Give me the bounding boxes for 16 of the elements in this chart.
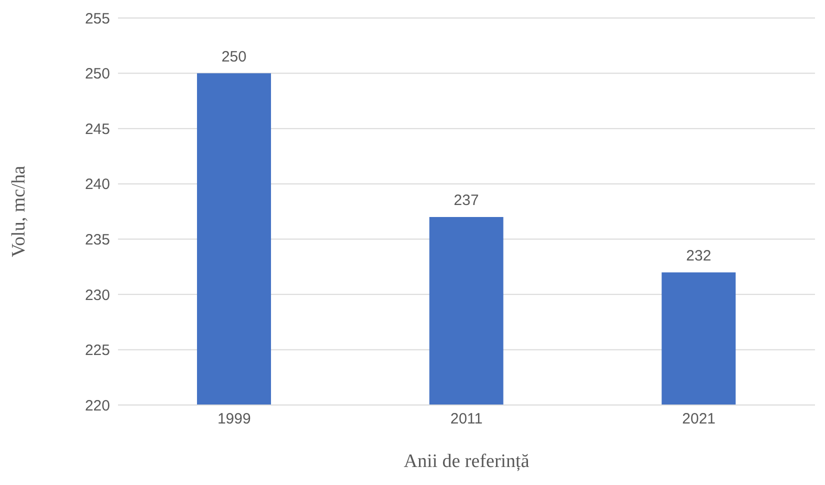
x-axis-title: Anii de referință <box>404 451 530 472</box>
y-tick-label: 250 <box>84 66 110 83</box>
y-tick-label: 230 <box>84 286 110 304</box>
y-tick-label: 245 <box>84 120 110 138</box>
x-tick-label: 2011 <box>450 410 483 428</box>
data-label: 232 <box>686 247 712 264</box>
data-label: 237 <box>454 192 479 210</box>
y-tick-label: 220 <box>84 397 110 414</box>
data-label: 250 <box>221 48 247 66</box>
y-tick-label: 225 <box>84 342 110 360</box>
x-tick-label: 2021 <box>682 410 716 428</box>
y-axis-title: Volu, mc/ha <box>8 165 30 258</box>
x-tick-label: 1999 <box>217 410 251 428</box>
y-tick-label: 235 <box>84 231 110 248</box>
y-tick-label: 255 <box>84 10 110 28</box>
y-tick-label: 240 <box>84 176 110 194</box>
